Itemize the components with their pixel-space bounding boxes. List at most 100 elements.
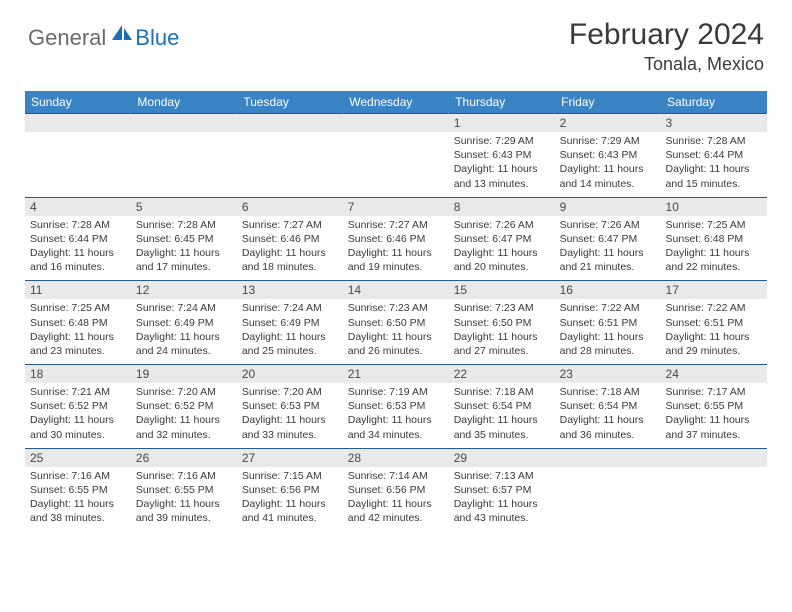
calendar-cell: 14Sunrise: 7:23 AMSunset: 6:50 PMDayligh… — [343, 281, 449, 365]
week-row: 11Sunrise: 7:25 AMSunset: 6:48 PMDayligh… — [25, 281, 767, 365]
header: General Blue February 2024 Tonala, Mexic… — [0, 0, 792, 83]
calendar-cell — [661, 448, 767, 531]
day-number: 14 — [343, 281, 449, 299]
day-number: 20 — [237, 365, 343, 383]
calendar-cell: 8Sunrise: 7:26 AMSunset: 6:47 PMDaylight… — [449, 197, 555, 281]
day-details: Sunrise: 7:21 AMSunset: 6:52 PMDaylight:… — [25, 383, 131, 448]
day-number: 29 — [449, 449, 555, 467]
day-number: 13 — [237, 281, 343, 299]
day-number: 16 — [555, 281, 661, 299]
calendar-cell — [25, 114, 131, 198]
week-row: 18Sunrise: 7:21 AMSunset: 6:52 PMDayligh… — [25, 365, 767, 449]
day-number: 9 — [555, 198, 661, 216]
calendar-cell: 22Sunrise: 7:18 AMSunset: 6:54 PMDayligh… — [449, 365, 555, 449]
logo-text-blue: Blue — [135, 25, 179, 51]
day-details: Sunrise: 7:28 AMSunset: 6:44 PMDaylight:… — [661, 132, 767, 197]
calendar-cell: 19Sunrise: 7:20 AMSunset: 6:52 PMDayligh… — [131, 365, 237, 449]
day-number: 25 — [25, 449, 131, 467]
empty-body — [555, 467, 661, 529]
day-details: Sunrise: 7:29 AMSunset: 6:43 PMDaylight:… — [555, 132, 661, 197]
calendar-cell: 15Sunrise: 7:23 AMSunset: 6:50 PMDayligh… — [449, 281, 555, 365]
day-of-week-header: Saturday — [661, 91, 767, 114]
calendar-cell: 13Sunrise: 7:24 AMSunset: 6:49 PMDayligh… — [237, 281, 343, 365]
week-row: 25Sunrise: 7:16 AMSunset: 6:55 PMDayligh… — [25, 448, 767, 531]
day-details: Sunrise: 7:23 AMSunset: 6:50 PMDaylight:… — [449, 299, 555, 364]
day-of-week-header: Wednesday — [343, 91, 449, 114]
day-details: Sunrise: 7:23 AMSunset: 6:50 PMDaylight:… — [343, 299, 449, 364]
week-row: 1Sunrise: 7:29 AMSunset: 6:43 PMDaylight… — [25, 114, 767, 198]
month-title: February 2024 — [569, 18, 764, 52]
day-details: Sunrise: 7:16 AMSunset: 6:55 PMDaylight:… — [131, 467, 237, 532]
day-details: Sunrise: 7:29 AMSunset: 6:43 PMDaylight:… — [449, 132, 555, 197]
title-block: February 2024 Tonala, Mexico — [569, 18, 764, 75]
calendar-cell: 25Sunrise: 7:16 AMSunset: 6:55 PMDayligh… — [25, 448, 131, 531]
day-of-week-header: Monday — [131, 91, 237, 114]
day-number: 8 — [449, 198, 555, 216]
calendar-cell — [131, 114, 237, 198]
day-details: Sunrise: 7:15 AMSunset: 6:56 PMDaylight:… — [237, 467, 343, 532]
calendar-cell: 16Sunrise: 7:22 AMSunset: 6:51 PMDayligh… — [555, 281, 661, 365]
day-of-week-header: Thursday — [449, 91, 555, 114]
empty-daynum — [131, 114, 237, 132]
calendar-cell: 4Sunrise: 7:28 AMSunset: 6:44 PMDaylight… — [25, 197, 131, 281]
calendar-cell: 23Sunrise: 7:18 AMSunset: 6:54 PMDayligh… — [555, 365, 661, 449]
day-number: 27 — [237, 449, 343, 467]
empty-daynum — [343, 114, 449, 132]
location: Tonala, Mexico — [569, 54, 764, 75]
calendar-cell: 24Sunrise: 7:17 AMSunset: 6:55 PMDayligh… — [661, 365, 767, 449]
day-details: Sunrise: 7:20 AMSunset: 6:52 PMDaylight:… — [131, 383, 237, 448]
logo: General Blue — [28, 24, 179, 51]
day-number: 28 — [343, 449, 449, 467]
day-details: Sunrise: 7:25 AMSunset: 6:48 PMDaylight:… — [661, 216, 767, 281]
calendar-cell — [343, 114, 449, 198]
calendar-cell: 9Sunrise: 7:26 AMSunset: 6:47 PMDaylight… — [555, 197, 661, 281]
day-details: Sunrise: 7:24 AMSunset: 6:49 PMDaylight:… — [131, 299, 237, 364]
empty-body — [343, 132, 449, 194]
day-number: 7 — [343, 198, 449, 216]
day-details: Sunrise: 7:13 AMSunset: 6:57 PMDaylight:… — [449, 467, 555, 532]
day-of-week-row: SundayMondayTuesdayWednesdayThursdayFrid… — [25, 91, 767, 114]
day-details: Sunrise: 7:18 AMSunset: 6:54 PMDaylight:… — [449, 383, 555, 448]
day-details: Sunrise: 7:19 AMSunset: 6:53 PMDaylight:… — [343, 383, 449, 448]
day-details: Sunrise: 7:17 AMSunset: 6:55 PMDaylight:… — [661, 383, 767, 448]
day-details: Sunrise: 7:24 AMSunset: 6:49 PMDaylight:… — [237, 299, 343, 364]
day-number: 22 — [449, 365, 555, 383]
calendar-cell: 11Sunrise: 7:25 AMSunset: 6:48 PMDayligh… — [25, 281, 131, 365]
day-number: 12 — [131, 281, 237, 299]
logo-text-general: General — [28, 25, 106, 51]
week-row: 4Sunrise: 7:28 AMSunset: 6:44 PMDaylight… — [25, 197, 767, 281]
day-details: Sunrise: 7:28 AMSunset: 6:44 PMDaylight:… — [25, 216, 131, 281]
empty-daynum — [661, 449, 767, 467]
calendar-cell: 29Sunrise: 7:13 AMSunset: 6:57 PMDayligh… — [449, 448, 555, 531]
calendar-cell: 27Sunrise: 7:15 AMSunset: 6:56 PMDayligh… — [237, 448, 343, 531]
day-number: 18 — [25, 365, 131, 383]
day-of-week-header: Tuesday — [237, 91, 343, 114]
empty-body — [25, 132, 131, 194]
calendar-cell: 2Sunrise: 7:29 AMSunset: 6:43 PMDaylight… — [555, 114, 661, 198]
calendar-cell: 7Sunrise: 7:27 AMSunset: 6:46 PMDaylight… — [343, 197, 449, 281]
empty-body — [661, 467, 767, 529]
empty-daynum — [25, 114, 131, 132]
day-number: 26 — [131, 449, 237, 467]
day-details: Sunrise: 7:27 AMSunset: 6:46 PMDaylight:… — [343, 216, 449, 281]
day-details: Sunrise: 7:22 AMSunset: 6:51 PMDaylight:… — [555, 299, 661, 364]
empty-body — [237, 132, 343, 194]
empty-daynum — [237, 114, 343, 132]
day-number: 15 — [449, 281, 555, 299]
day-details: Sunrise: 7:16 AMSunset: 6:55 PMDaylight:… — [25, 467, 131, 532]
day-number: 4 — [25, 198, 131, 216]
calendar-cell: 18Sunrise: 7:21 AMSunset: 6:52 PMDayligh… — [25, 365, 131, 449]
empty-daynum — [555, 449, 661, 467]
day-number: 11 — [25, 281, 131, 299]
day-of-week-header: Friday — [555, 91, 661, 114]
day-of-week-header: Sunday — [25, 91, 131, 114]
day-details: Sunrise: 7:26 AMSunset: 6:47 PMDaylight:… — [449, 216, 555, 281]
day-number: 2 — [555, 114, 661, 132]
calendar-cell: 5Sunrise: 7:28 AMSunset: 6:45 PMDaylight… — [131, 197, 237, 281]
calendar-table: SundayMondayTuesdayWednesdayThursdayFrid… — [25, 91, 767, 531]
day-details: Sunrise: 7:28 AMSunset: 6:45 PMDaylight:… — [131, 216, 237, 281]
calendar-cell — [237, 114, 343, 198]
calendar-cell: 12Sunrise: 7:24 AMSunset: 6:49 PMDayligh… — [131, 281, 237, 365]
day-details: Sunrise: 7:14 AMSunset: 6:56 PMDaylight:… — [343, 467, 449, 532]
day-number: 17 — [661, 281, 767, 299]
